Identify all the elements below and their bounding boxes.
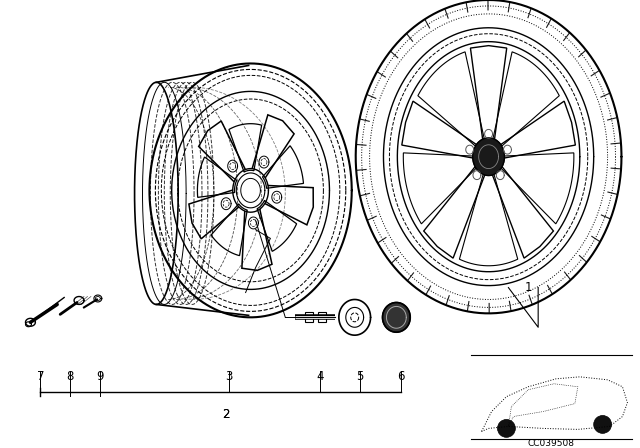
Text: 7: 7	[36, 370, 44, 383]
Text: 5: 5	[356, 370, 364, 383]
Text: 6: 6	[397, 370, 405, 383]
Text: 2: 2	[222, 408, 230, 421]
Ellipse shape	[473, 138, 504, 176]
Circle shape	[594, 415, 612, 433]
Circle shape	[497, 419, 515, 437]
Text: 3: 3	[225, 370, 232, 383]
Text: 9: 9	[96, 370, 104, 383]
Ellipse shape	[383, 302, 410, 332]
Text: 1: 1	[525, 281, 532, 294]
Text: 2: 2	[222, 408, 230, 421]
Text: 4: 4	[316, 370, 324, 383]
Text: 8: 8	[67, 370, 74, 383]
Text: CC039508: CC039508	[527, 439, 575, 448]
